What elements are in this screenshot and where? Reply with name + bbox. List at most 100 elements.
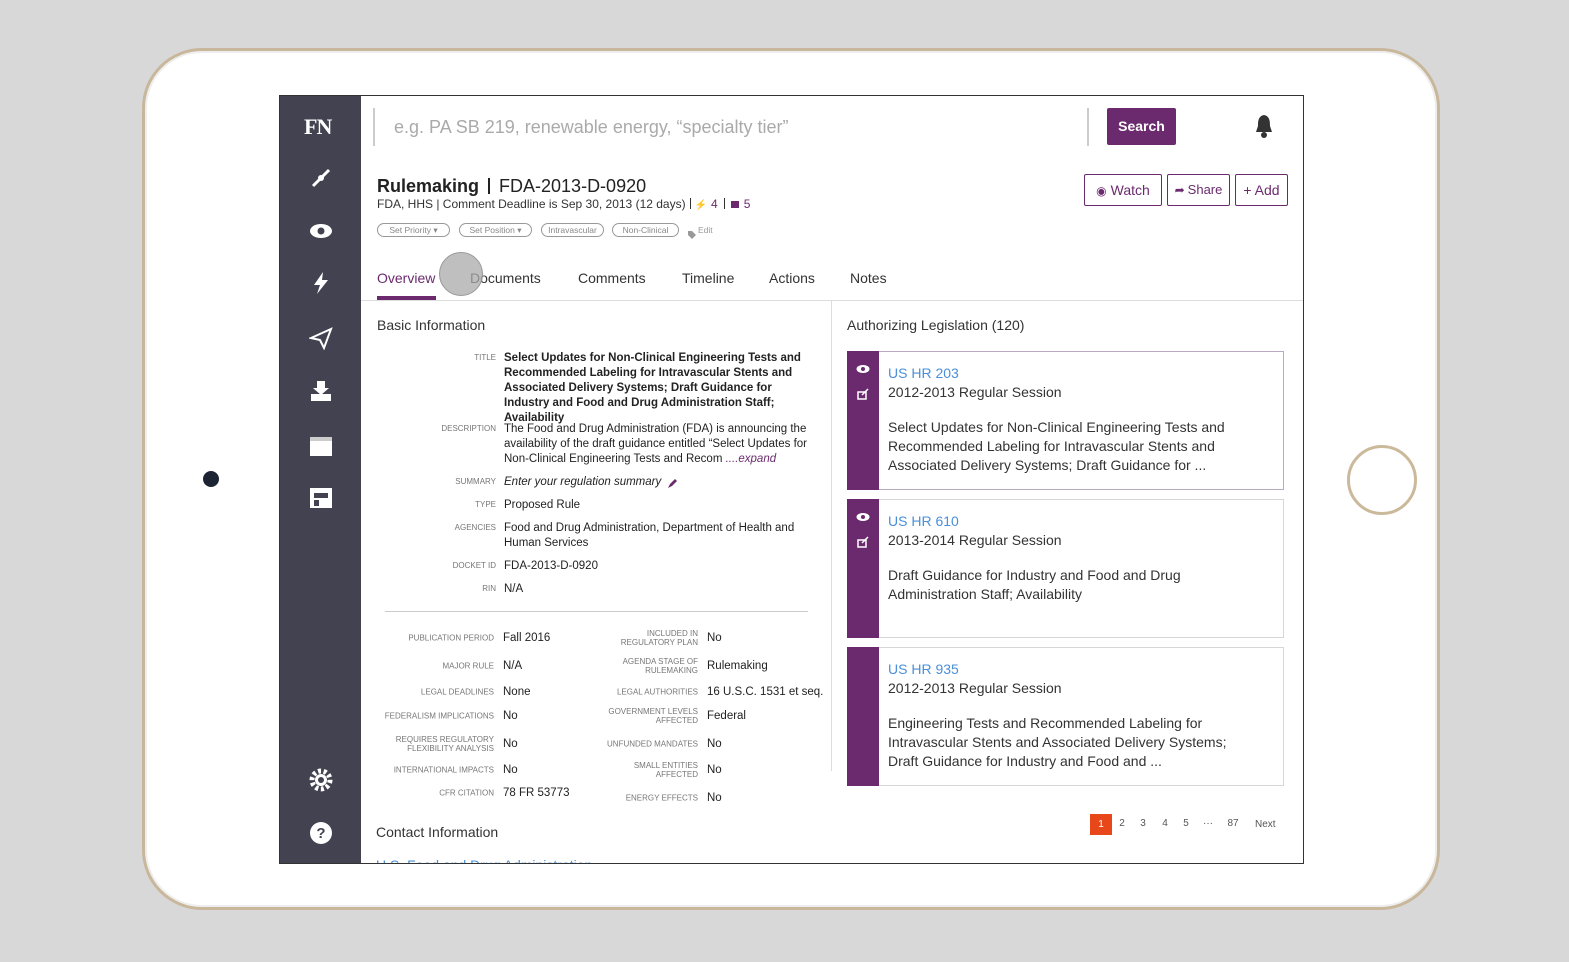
section-heading: Authorizing Legislation (120) — [847, 317, 1025, 333]
tag-pill[interactable]: Intravascular — [541, 223, 604, 237]
detail-value: N/A — [503, 659, 523, 672]
sidebar-icon-svg — [311, 168, 331, 188]
detail-value: No — [707, 791, 722, 804]
detail-label: AGENDA STAGE OF RULEMAKING — [622, 657, 698, 675]
sidebar-icon[interactable] — [309, 768, 333, 792]
bill-session: 2012-2013 Regular Session — [888, 680, 1062, 696]
detail-label: UNFUNDED MANDATES — [607, 739, 698, 749]
page-next[interactable]: Next — [1255, 818, 1276, 830]
sidebar-icon-svg — [311, 381, 331, 401]
page-current[interactable]: 1 — [1090, 814, 1112, 835]
card-share-icon-svg — [857, 536, 869, 548]
tab[interactable]: Actions — [769, 270, 815, 286]
header-button[interactable]: ➦ Share — [1167, 174, 1230, 206]
legislation-card — [847, 351, 1284, 490]
field-text: The Food and Drug Administration (FDA) i… — [504, 422, 808, 465]
touch-indicator — [439, 252, 483, 296]
field-label: AGENCIES — [454, 523, 496, 532]
card-watch-icon-svg — [856, 365, 870, 373]
tag-pill[interactable]: Set Priority ▾ — [377, 223, 450, 237]
bill-description: Engineering Tests and Recommended Labeli… — [888, 714, 1227, 769]
tag-edit[interactable]: Edit — [698, 224, 713, 235]
header-button[interactable]: + Add — [1235, 174, 1288, 206]
card-watch-icon[interactable] — [856, 509, 870, 521]
actions-count[interactable]: 4 — [711, 197, 718, 211]
field-text: Select Updates for Non-Clinical Engineer… — [504, 351, 801, 424]
search-divider — [373, 108, 375, 146]
bill-link[interactable]: US HR 203 — [888, 365, 959, 381]
card-watch-icon[interactable] — [856, 361, 870, 373]
eye-icon: ◉ — [1096, 184, 1107, 198]
sidebar-icon[interactable]: ? — [309, 821, 333, 845]
detail-value: No — [707, 631, 722, 644]
meta-text: FDA, HHS | Comment Deadline is Sep 30, 2… — [377, 197, 686, 211]
card-accent — [847, 351, 879, 490]
bill-link[interactable]: US HR 935 — [888, 661, 959, 677]
detail-value: No — [707, 737, 722, 750]
home-button — [1347, 445, 1417, 515]
button-label: Share — [1187, 182, 1223, 197]
sidebar-icon[interactable] — [309, 434, 333, 458]
sidebar-icon[interactable] — [307, 326, 333, 351]
field-value: The Food and Drug Administration (FDA) i… — [504, 422, 816, 467]
header-button[interactable]: ◉ Watch — [1084, 174, 1162, 206]
sidebar-icon[interactable] — [309, 486, 333, 510]
tab[interactable]: Comments — [578, 270, 646, 286]
sidebar-icon-svg: ? — [310, 822, 332, 844]
page-link[interactable]: 4 — [1162, 818, 1168, 829]
notes-icon — [730, 201, 739, 208]
section-rule — [385, 611, 808, 612]
card-share-icon-svg — [857, 388, 869, 400]
detail-label: MAJOR RULE — [442, 661, 494, 671]
page-link[interactable]: 2 — [1119, 818, 1125, 829]
detail-label: INTERNATIONAL IMPACTS — [393, 765, 494, 775]
tab[interactable]: Documents — [470, 270, 541, 286]
card-share-icon[interactable] — [857, 387, 869, 400]
detail-label: GOVERNMENT LEVELS AFFECTED — [608, 707, 698, 725]
detail-value: Fall 2016 — [503, 631, 551, 644]
section-heading: Basic Information — [377, 317, 486, 333]
sidebar-icon[interactable] — [309, 379, 333, 403]
page-link[interactable]: 5 — [1183, 818, 1189, 829]
search-button[interactable]: Search — [1107, 108, 1176, 145]
detail-label: CFR CITATION — [439, 788, 494, 798]
page-link[interactable]: 87 — [1227, 818, 1239, 829]
tag-icon — [688, 226, 696, 239]
field-label: TYPE — [475, 500, 496, 509]
card-share-icon[interactable] — [857, 535, 869, 548]
edit-pencil[interactable] — [667, 476, 678, 488]
share-icon: ➦ — [1174, 183, 1185, 197]
meta-separator — [689, 198, 691, 209]
expand-link[interactable]: ....expand — [725, 452, 777, 465]
field-value: FDA-2013-D-0920 — [504, 559, 816, 574]
detail-value: None — [503, 685, 531, 698]
actions-icon: ⚡ — [694, 200, 708, 211]
sidebar-icon[interactable] — [309, 166, 333, 190]
tag-pill[interactable]: Set Position ▾ — [459, 223, 532, 237]
bill-session: 2013-2014 Regular Session — [888, 532, 1062, 548]
notes-count[interactable]: 5 — [743, 197, 751, 211]
detail-value: No — [707, 763, 722, 776]
button-label: Watch — [1110, 182, 1150, 198]
tab[interactable]: Notes — [850, 270, 887, 286]
field-value: Select Updates for Non-Clinical Engineer… — [504, 351, 816, 426]
notification-bell[interactable] — [1253, 113, 1275, 139]
sidebar-icon[interactable] — [309, 271, 333, 295]
bill-link[interactable]: US HR 610 — [888, 513, 959, 529]
search-input[interactable]: e.g. PA SB 219, renewable energy, “speci… — [394, 116, 789, 137]
field-value: Food and Drug Administration, Department… — [504, 521, 816, 551]
contact-link[interactable]: U.S. Food and Drug Administration — [376, 856, 592, 863]
button-label: + Add — [1243, 182, 1280, 198]
edit-pencil-svg — [668, 479, 677, 488]
tab[interactable]: Timeline — [682, 270, 735, 286]
tab[interactable]: Overview — [377, 270, 436, 286]
page-link[interactable]: 3 — [1140, 818, 1146, 829]
tab-underline — [377, 296, 436, 300]
detail-label: SMALL ENTITIES AFFECTED — [633, 761, 698, 779]
tag-pill[interactable]: Non-Clinical — [612, 223, 679, 237]
sidebar-icon[interactable] — [309, 219, 333, 243]
page-link[interactable]: ··· — [1203, 818, 1213, 829]
sidebar — [280, 96, 361, 863]
field-value: N/A — [504, 582, 816, 597]
detail-value: 78 FR 53773 — [503, 786, 570, 799]
